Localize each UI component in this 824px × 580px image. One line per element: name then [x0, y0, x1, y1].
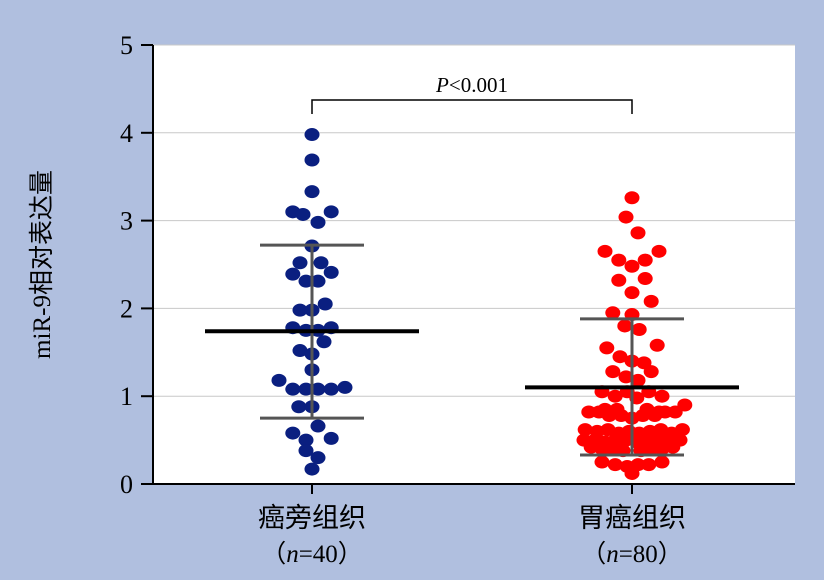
data-point-cancer — [654, 455, 670, 469]
y-tick-label: 3 — [120, 207, 133, 236]
y-axis-title: miR-9相对表达量 — [28, 170, 56, 359]
y-tick-label: 0 — [120, 470, 133, 499]
data-point-paracancer — [310, 451, 326, 465]
data-point-cancer — [654, 389, 670, 403]
data-point-cancer — [677, 398, 693, 412]
data-point-cancer — [618, 370, 634, 384]
data-point-cancer — [643, 294, 659, 308]
data-point-cancer — [597, 244, 613, 258]
x-category-n-label: （n=80） — [581, 540, 683, 568]
data-point-cancer — [624, 259, 640, 273]
y-tick-label: 4 — [120, 119, 133, 148]
data-point-cancer — [599, 341, 615, 355]
data-point-cancer — [630, 226, 646, 240]
data-point-paracancer — [310, 274, 326, 288]
data-point-paracancer — [310, 419, 326, 433]
data-point-paracancer — [298, 444, 314, 458]
data-point-cancer — [617, 319, 633, 333]
data-point-paracancer — [298, 382, 314, 396]
x-category-label: 胃癌组织 — [578, 503, 686, 533]
data-point-paracancer — [313, 256, 329, 270]
data-point-paracancer — [310, 215, 326, 229]
y-tick-label: 5 — [120, 31, 133, 60]
data-point-cancer — [630, 373, 646, 387]
data-point-cancer — [651, 244, 667, 258]
data-point-cancer — [601, 409, 617, 423]
gridlines — [153, 44, 795, 397]
summary-lines — [205, 243, 739, 457]
bracket-line — [311, 99, 633, 114]
data-point-paracancer — [310, 382, 326, 396]
data-point-cancer — [624, 466, 640, 480]
data-point-paracancer — [304, 128, 320, 142]
data-point-paracancer — [292, 303, 308, 317]
y-tick-label: 1 — [120, 382, 133, 411]
axes — [141, 44, 795, 494]
data-point-cancer — [611, 253, 627, 267]
data-point-paracancer — [291, 400, 307, 414]
data-point-paracancer — [298, 274, 314, 288]
data-point-paracancer — [292, 256, 308, 270]
data-point-paracancer — [292, 344, 308, 358]
data-point-paracancer — [323, 205, 339, 219]
data-point-cancer — [643, 442, 659, 456]
data-point-cancer — [611, 273, 627, 287]
data-point-paracancer — [323, 265, 339, 279]
data-point-cancer — [618, 210, 634, 224]
data-point-cancer — [635, 409, 651, 423]
data-point-paracancer — [304, 153, 320, 167]
data-point-cancer — [607, 458, 623, 472]
data-point-cancer — [649, 338, 665, 352]
data-point-cancer — [612, 350, 628, 364]
data-point-cancer — [665, 440, 681, 454]
data-point-paracancer — [317, 297, 333, 311]
data-point-paracancer — [285, 382, 301, 396]
data-point-cancer — [594, 455, 610, 469]
data-point-cancer — [594, 442, 610, 456]
p-value-label: P<0.001 — [435, 73, 508, 97]
y-tick-label: 2 — [120, 294, 133, 323]
data-point-paracancer — [316, 335, 332, 349]
data-point-cancer — [674, 423, 690, 437]
data-point-cancer — [641, 458, 657, 472]
significance-bracket: P<0.001 — [311, 73, 633, 114]
data-point-paracancer — [323, 382, 339, 396]
data-point-cancer — [624, 191, 640, 205]
x-category-n-label: （n=40） — [261, 540, 363, 568]
data-point-cancer — [637, 253, 653, 267]
x-category-label: 癌旁组织 — [258, 503, 366, 533]
data-point-paracancer — [295, 207, 311, 221]
data-point-paracancer — [337, 380, 353, 394]
data-point-cancer — [607, 389, 623, 403]
data-point-cancer — [577, 423, 593, 437]
data-point-cancer — [605, 306, 621, 320]
data-point-paracancer — [285, 426, 301, 440]
plot-area — [153, 45, 795, 484]
data-point-cancer — [605, 365, 621, 379]
data-point-paracancer — [304, 462, 320, 476]
data-point-paracancer — [271, 373, 287, 387]
data-point-paracancer — [285, 267, 301, 281]
data-point-paracancer — [304, 185, 320, 199]
data-point-paracancer — [298, 433, 314, 447]
data-point-cancer — [624, 286, 640, 300]
data-point-cancer — [631, 322, 647, 336]
axis-labels: 0 1 2 3 4 5 癌旁组织 （n=40） 胃癌组织 （n=80） miR-9相对表达量 — [28, 31, 686, 568]
data-point-cancer — [643, 365, 659, 379]
data-point-paracancer — [323, 431, 339, 445]
data-point-cancer — [637, 272, 653, 286]
